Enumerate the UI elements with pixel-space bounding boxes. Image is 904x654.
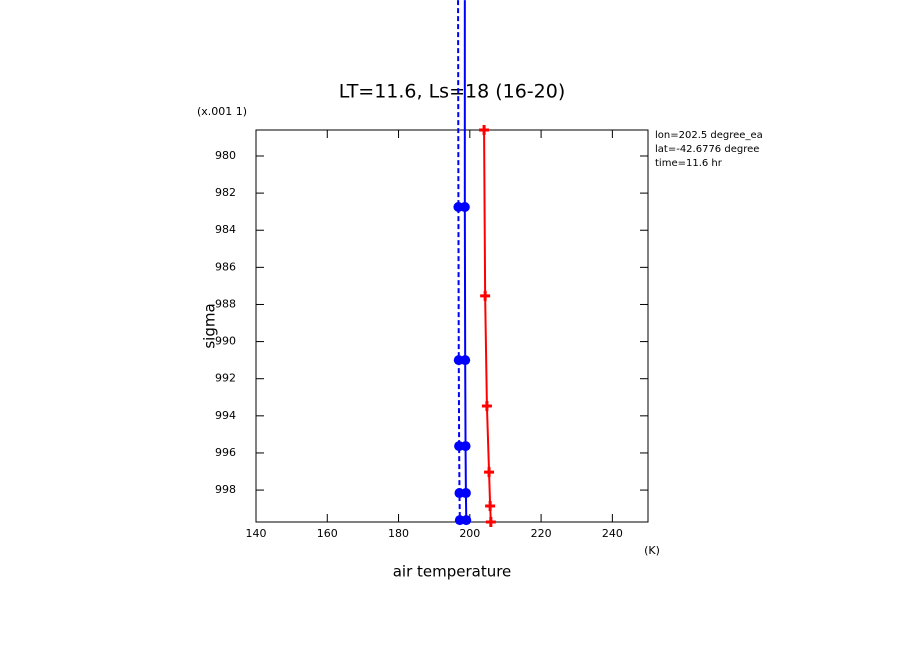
plus-marker	[480, 290, 491, 301]
plus-marker	[485, 517, 496, 527]
y-tick-label: 994	[215, 409, 236, 422]
plot-frame	[255, 129, 649, 523]
x-tick-label: 200	[459, 527, 480, 540]
x-tick-label: 240	[602, 527, 623, 540]
x-axis-label: air temperature	[393, 563, 512, 581]
circle-marker	[454, 515, 465, 526]
annotation: lat=-42.6776 degree	[655, 144, 759, 155]
y-tick-label: 992	[215, 372, 236, 385]
y-axis-label: sigma	[201, 303, 219, 348]
plus-marker	[479, 125, 490, 135]
x-tick-label: 180	[388, 527, 409, 540]
circle-marker	[454, 441, 465, 452]
circle-marker	[453, 202, 464, 213]
circle-marker	[454, 488, 465, 499]
y-tick-label: 986	[215, 260, 236, 273]
y-tick-label: 990	[215, 335, 236, 348]
plus-marker	[484, 467, 495, 478]
profile-line	[483, 129, 492, 523]
chart-title: LT=11.6, Ls=18 (16-20)	[339, 81, 566, 103]
y-tick-label: 998	[215, 483, 236, 496]
annotation: time=11.6 hr	[655, 158, 723, 169]
y-tick-label: 988	[215, 297, 236, 310]
y-scale-label: (x.001 1)	[197, 105, 247, 118]
annotation: lon=202.5 degree_ea	[655, 130, 763, 141]
plus-marker	[481, 400, 492, 411]
circle-marker	[453, 355, 464, 366]
plus-marker	[485, 501, 496, 512]
y-tick-label: 984	[215, 223, 236, 236]
x-tick-label: 220	[531, 527, 552, 540]
y-tick-label: 980	[215, 149, 236, 162]
x-unit-label: (K)	[644, 544, 660, 557]
y-tick-label: 982	[215, 186, 236, 199]
x-tick-label: 160	[317, 527, 338, 540]
x-tick-label: 140	[246, 527, 267, 540]
y-tick-label: 996	[215, 446, 236, 459]
